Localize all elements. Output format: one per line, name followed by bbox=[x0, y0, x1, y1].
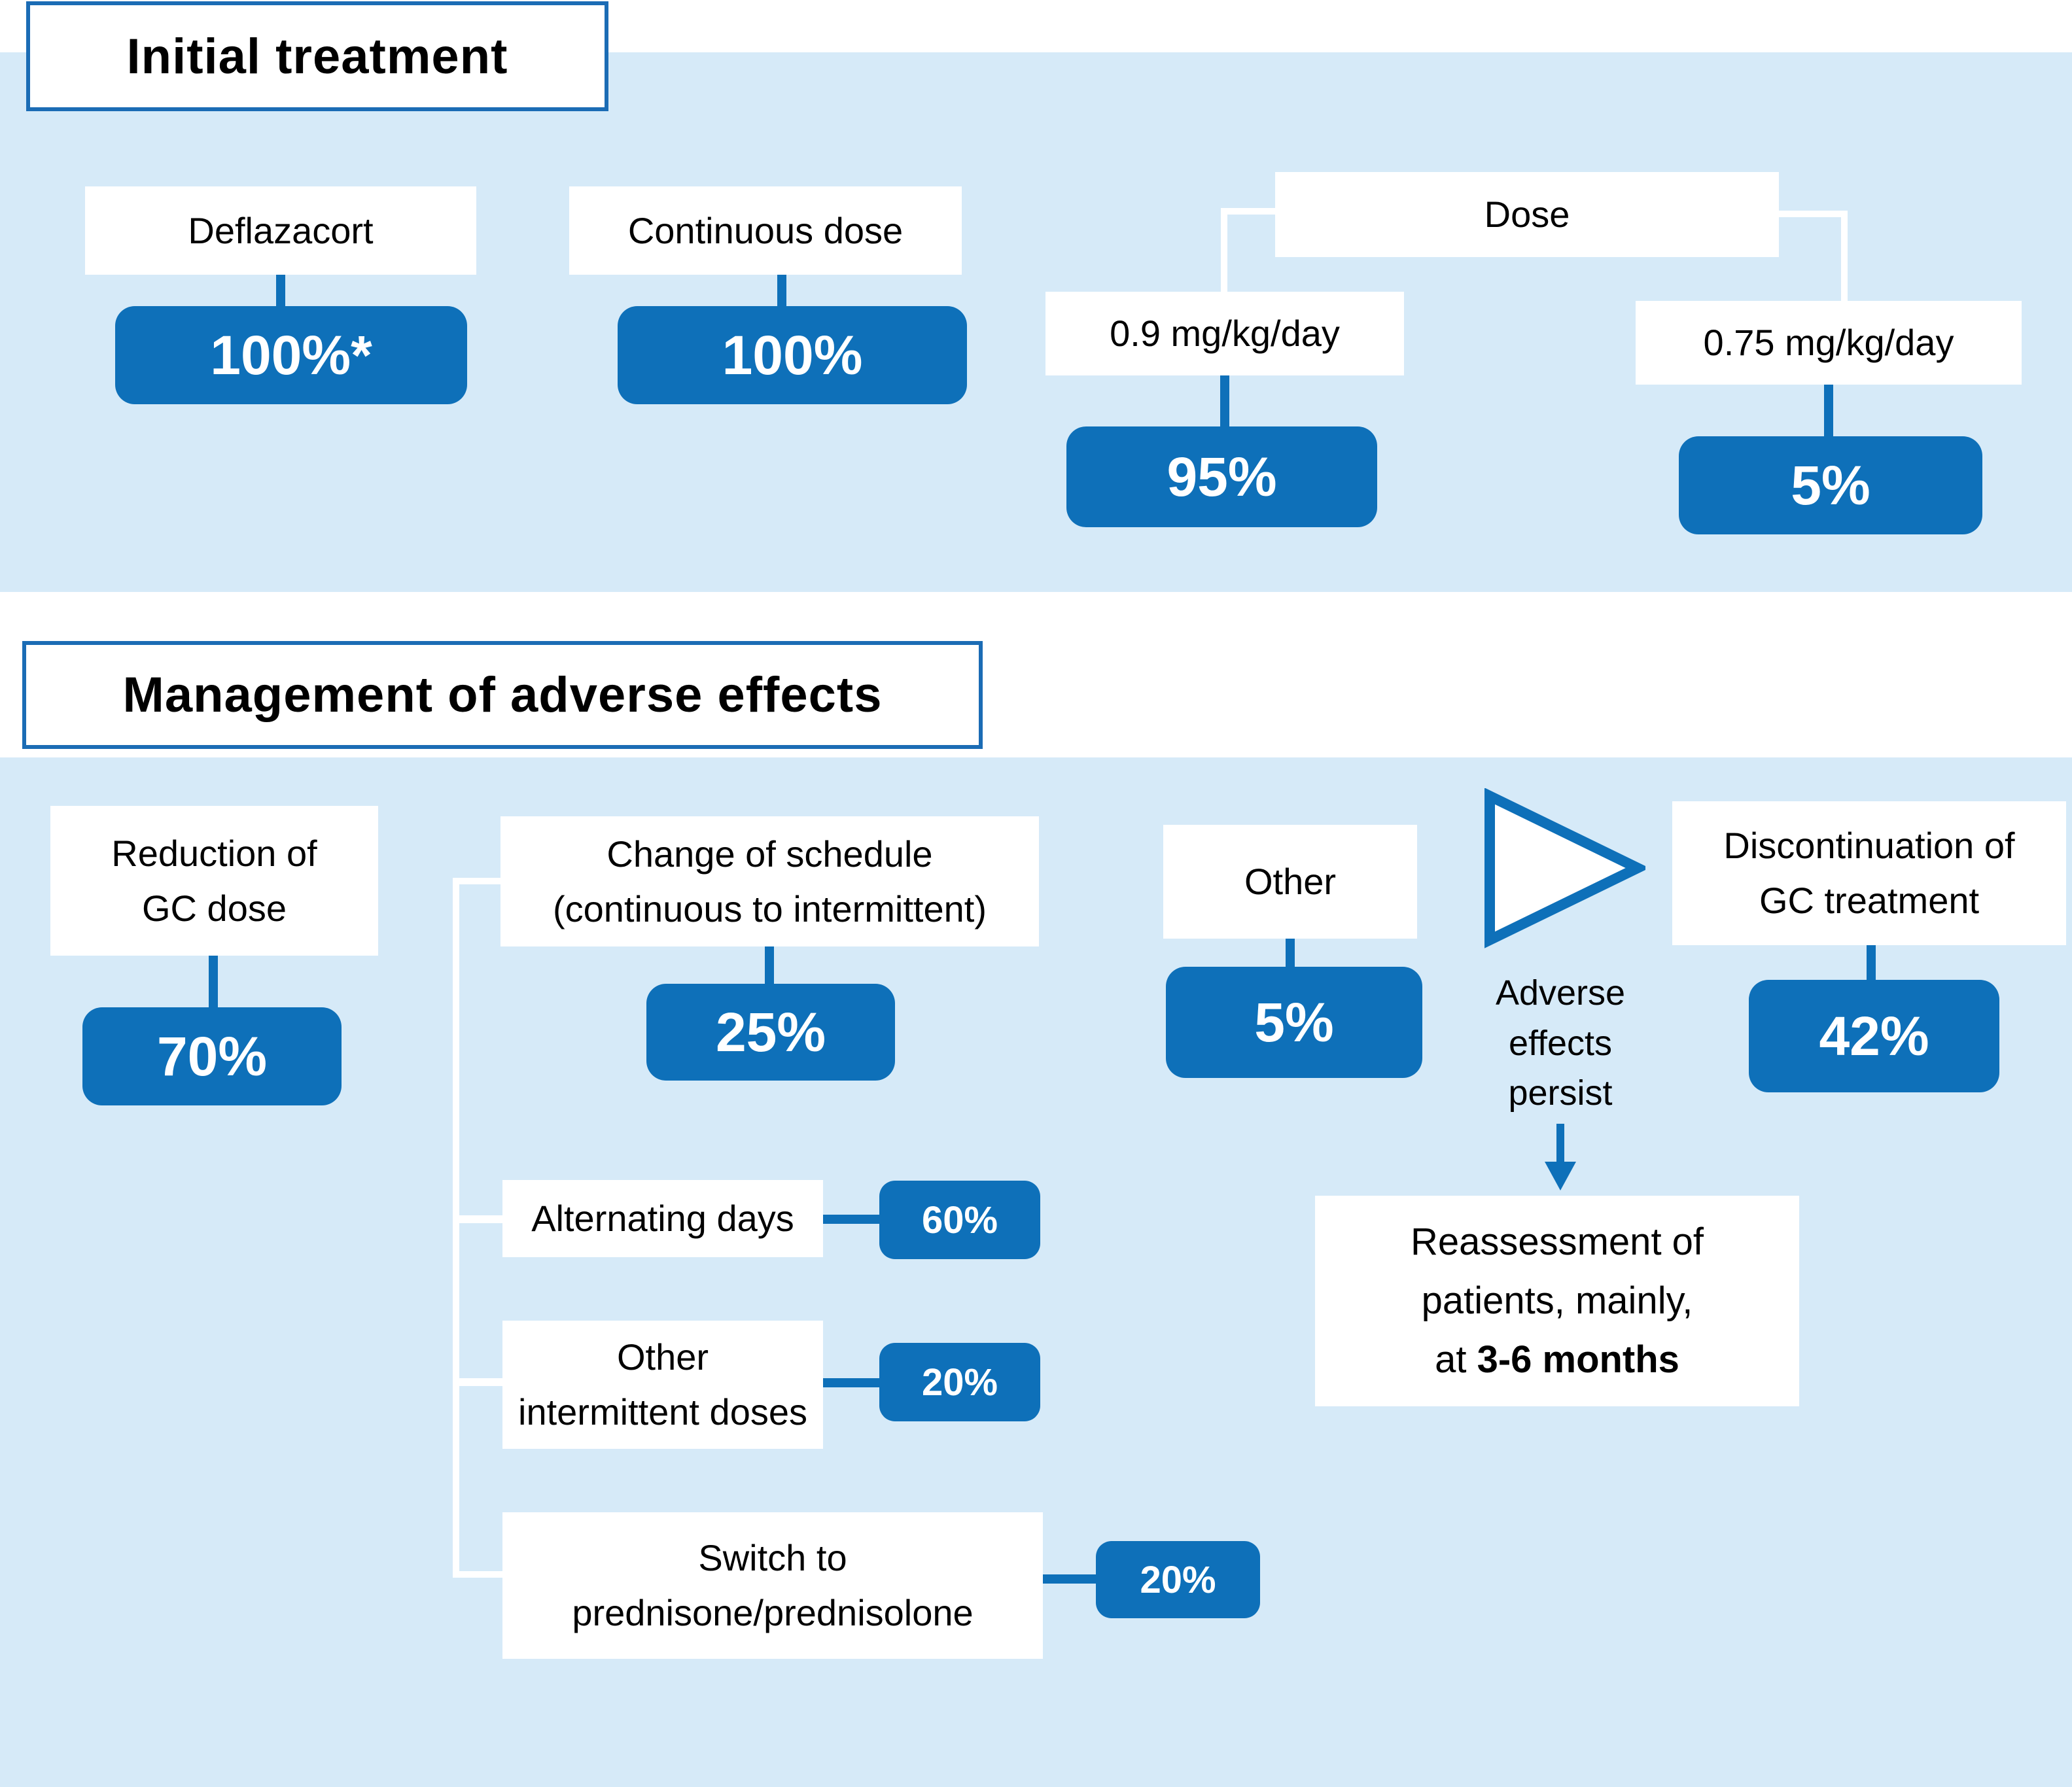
switch-prednisone-value: 20% bbox=[1140, 1558, 1216, 1601]
alternating-days-label-text: Alternating days bbox=[531, 1198, 794, 1239]
schedule-change-label-line2: (continuous to intermittent) bbox=[553, 888, 987, 929]
continuous-dose-label: Continuous dose bbox=[569, 186, 962, 275]
adverse-persist-line2: effects bbox=[1508, 1023, 1613, 1063]
dose-elbow-right-vertical bbox=[1841, 211, 1848, 301]
bracket-branch-schedule-change bbox=[459, 878, 500, 884]
adverse-persist-line1: Adverse bbox=[1495, 973, 1626, 1013]
other-intermittent-label: Other intermittent doses bbox=[502, 1321, 823, 1449]
discontinuation-label-line1: Discontinuation of bbox=[1723, 825, 2015, 866]
continuous-dose-connector bbox=[777, 275, 786, 306]
discontinuation-value: 42% bbox=[1819, 1005, 1929, 1067]
deflazacort-label: Deflazacort bbox=[85, 186, 476, 275]
bracket-branch-alternating bbox=[459, 1215, 502, 1223]
discontinuation-value-chip: 42% bbox=[1749, 980, 1999, 1092]
dose-high-label-text: 0.9 mg/kg/day bbox=[1110, 313, 1340, 354]
switch-prednisone-connector bbox=[1043, 1574, 1096, 1584]
dose-elbow-right-horizontal bbox=[1779, 211, 1848, 217]
dose-low-label-text: 0.75 mg/kg/day bbox=[1703, 322, 1954, 363]
other-value-chip: 5% bbox=[1166, 967, 1422, 1078]
reduction-label-line2: GC dose bbox=[142, 887, 287, 929]
dose-elbow-left-horizontal bbox=[1221, 208, 1275, 215]
schedule-change-label: Change of schedule (continuous to interm… bbox=[500, 816, 1039, 946]
deflazacort-label-text: Deflazacort bbox=[188, 209, 374, 251]
schedule-change-label-line1: Change of schedule bbox=[606, 833, 933, 875]
schedule-change-connector bbox=[765, 946, 774, 984]
section2-title-box: Management of adverse effects bbox=[22, 641, 983, 749]
deflazacort-value: 100%* bbox=[210, 324, 372, 386]
dose-label: Dose bbox=[1275, 172, 1779, 257]
reduction-label-line1: Reduction of bbox=[111, 832, 317, 874]
dose-high-connector bbox=[1220, 375, 1229, 426]
schedule-change-value: 25% bbox=[715, 1001, 826, 1063]
adverse-persist-line3: persist bbox=[1508, 1073, 1613, 1113]
dose-high-label: 0.9 mg/kg/day bbox=[1045, 292, 1404, 375]
down-arrow-shaft bbox=[1556, 1124, 1564, 1163]
reduction-value: 70% bbox=[156, 1025, 268, 1087]
alternating-days-value-chip: 60% bbox=[879, 1181, 1040, 1259]
deflazacort-connector bbox=[276, 275, 285, 306]
other-intermittent-label-line1: Other bbox=[616, 1336, 709, 1378]
section1-title: Initial treatment bbox=[126, 28, 508, 84]
deflazacort-value-chip: 100%* bbox=[115, 306, 467, 404]
alternating-days-label: Alternating days bbox=[502, 1180, 823, 1257]
reassessment-line3-bold: 3-6 months bbox=[1477, 1338, 1679, 1381]
other-value: 5% bbox=[1254, 991, 1334, 1053]
other-label: Other bbox=[1163, 825, 1417, 939]
reassessment-line2: patients, mainly, bbox=[1421, 1279, 1693, 1323]
discontinuation-label-line2: GC treatment bbox=[1759, 880, 1980, 921]
bracket-vertical-line bbox=[453, 878, 459, 1578]
reduction-label: Reduction of GC dose bbox=[50, 806, 378, 956]
reduction-value-chip: 70% bbox=[82, 1007, 342, 1105]
section1-title-box: Initial treatment bbox=[26, 1, 608, 111]
bracket-branch-switch bbox=[459, 1571, 502, 1578]
switch-prednisone-value-chip: 20% bbox=[1096, 1541, 1260, 1618]
dose-high-value-chip: 95% bbox=[1066, 426, 1377, 527]
section2-title: Management of adverse effects bbox=[122, 667, 883, 723]
triangle-right-icon bbox=[1484, 788, 1645, 948]
alternating-days-value: 60% bbox=[921, 1198, 998, 1241]
continuous-dose-value-chip: 100% bbox=[618, 306, 967, 404]
dose-low-value-chip: 5% bbox=[1679, 436, 1982, 534]
switch-prednisone-label: Switch to prednisone/prednisolone bbox=[502, 1512, 1043, 1659]
switch-prednisone-label-line1: Switch to bbox=[698, 1537, 847, 1578]
reassessment-line1: Reassessment of bbox=[1410, 1221, 1704, 1264]
continuous-dose-label-text: Continuous dose bbox=[627, 209, 904, 251]
dose-elbow-left-vertical bbox=[1221, 208, 1227, 292]
other-connector bbox=[1286, 939, 1295, 967]
bracket-branch-other-intermittent bbox=[459, 1378, 502, 1386]
dose-high-value: 95% bbox=[1167, 445, 1277, 508]
schedule-change-value-chip: 25% bbox=[646, 984, 895, 1081]
other-label-text: Other bbox=[1244, 861, 1337, 902]
dose-low-label: 0.75 mg/kg/day bbox=[1636, 301, 2022, 385]
discontinuation-connector bbox=[1867, 945, 1876, 980]
dose-label-text: Dose bbox=[1484, 194, 1570, 235]
other-intermittent-value: 20% bbox=[921, 1361, 998, 1404]
reassessment-box: Reassessment of patients, mainly, at 3-6… bbox=[1315, 1196, 1799, 1406]
switch-prednisone-label-line2: prednisone/prednisolone bbox=[572, 1592, 974, 1633]
reassessment-line3: at 3-6 months bbox=[1435, 1330, 1679, 1389]
continuous-dose-value: 100% bbox=[722, 324, 863, 386]
alternating-days-connector bbox=[823, 1215, 879, 1224]
other-intermittent-value-chip: 20% bbox=[879, 1343, 1040, 1421]
dose-low-connector bbox=[1824, 385, 1833, 436]
discontinuation-label: Discontinuation of GC treatment bbox=[1672, 801, 2066, 945]
adverse-persist-text: Adverse effects persist bbox=[1459, 968, 1662, 1119]
other-intermittent-connector bbox=[823, 1378, 879, 1387]
down-arrow-icon bbox=[1545, 1162, 1576, 1190]
reassessment-line3-prefix: at bbox=[1435, 1338, 1477, 1381]
dose-low-value: 5% bbox=[1791, 454, 1870, 516]
reduction-connector bbox=[209, 956, 218, 1007]
other-intermittent-label-line2: intermittent doses bbox=[518, 1391, 807, 1432]
